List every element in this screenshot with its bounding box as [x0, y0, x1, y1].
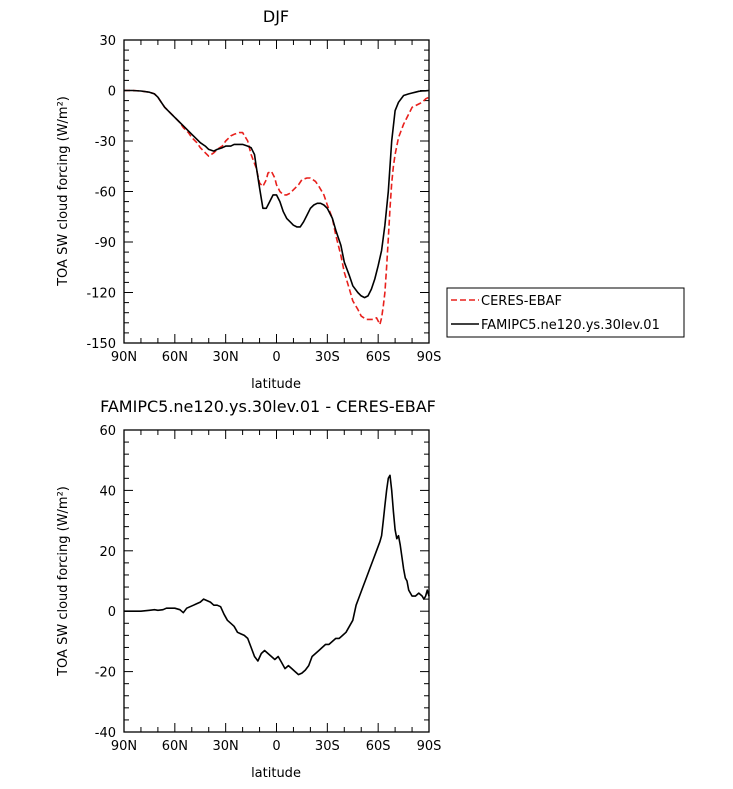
top-y-tick-label: -60	[95, 186, 116, 201]
top-chart-y-axis-label: TOA SW cloud forcing (W/m²)	[56, 96, 71, 287]
top-y-tick-label: -90	[95, 236, 116, 251]
top-x-tick-label: 60N	[162, 350, 188, 365]
top-chart-frame	[123, 39, 430, 344]
top-x-tick-label: 90S	[417, 350, 442, 365]
top-x-tick-label: 30N	[213, 350, 239, 365]
bottom-x-tick-label: 0	[272, 739, 280, 754]
bottom-x-tick-label: 90S	[417, 739, 442, 754]
legend-label-model: FAMIPC5.ne120.ys.30lev.01	[481, 318, 660, 333]
bottom-chart-title: FAMIPC5.ne120.ys.30lev.01 - CERES-EBAF	[100, 397, 436, 416]
bottom-chart-ticks	[123, 429, 430, 733]
top-y-tick-label: -150	[86, 337, 116, 352]
top-chart-series	[124, 89, 430, 326]
top-chart-title: DJF	[263, 7, 289, 26]
legend: CERES-EBAF FAMIPC5.ne120.ys.30lev.01	[446, 287, 685, 338]
bottom-y-tick-label: 40	[99, 484, 116, 499]
top-y-tick-label: -30	[95, 135, 116, 150]
bottom-chart-x-axis-label: latitude	[251, 766, 301, 781]
top-chart-panel: DJF 90N 60N 30N 0 30S 60S 90S 30 0 -30 -60 -90 -120 -…	[56, 7, 441, 392]
legend-label-ceres: CERES-EBAF	[481, 294, 562, 309]
bottom-x-tick-label: 30N	[213, 739, 239, 754]
top-x-tick-label: 30S	[315, 350, 340, 365]
bottom-y-tick-label: 0	[108, 605, 116, 620]
top-chart-tick-labels: 90N 60N 30N 0 30S 60S 90S 30 0 -30 -60 -90 -120 -150	[86, 34, 441, 365]
bottom-y-tick-label: 20	[99, 545, 116, 560]
top-y-tick-label: 30	[99, 34, 116, 49]
bottom-series-line-0	[124, 474, 430, 676]
top-chart-x-axis-label: latitude	[251, 377, 301, 392]
top-x-tick-label: 90N	[111, 350, 137, 365]
bottom-x-tick-label: 30S	[315, 739, 340, 754]
bottom-chart-series	[124, 474, 430, 676]
top-x-tick-label: 60S	[366, 350, 391, 365]
top-series-line-0	[124, 89, 430, 326]
bottom-y-tick-label: 60	[99, 424, 116, 439]
bottom-chart-y-axis-label: TOA SW cloud forcing (W/m²)	[56, 486, 71, 677]
legend-box	[446, 287, 685, 338]
bottom-y-tick-label: -40	[95, 726, 116, 741]
bottom-chart-frame	[123, 429, 430, 733]
bottom-chart-tick-labels: 90N 60N 30N 0 30S 60S 90S 60 40 20 0 -20 -40	[95, 424, 442, 754]
bottom-x-tick-label: 60S	[366, 739, 391, 754]
bottom-chart-panel: FAMIPC5.ne120.ys.30lev.01 - CERES-EBAF 9…	[56, 397, 441, 781]
top-chart-ticks	[123, 39, 430, 344]
top-y-tick-label: 0	[108, 85, 116, 100]
bottom-y-tick-label: -20	[95, 666, 116, 681]
bottom-x-tick-label: 60N	[162, 739, 188, 754]
top-y-tick-label: -120	[86, 287, 116, 302]
top-x-tick-label: 0	[272, 350, 280, 365]
bottom-x-tick-label: 90N	[111, 739, 137, 754]
top-series-line-1	[124, 89, 430, 299]
